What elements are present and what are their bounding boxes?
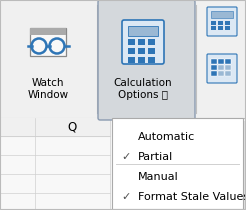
- Bar: [225, 26, 230, 29]
- Bar: [218, 21, 223, 25]
- Bar: [218, 65, 224, 70]
- Bar: [211, 11, 233, 18]
- FancyBboxPatch shape: [207, 54, 237, 83]
- Text: ✓: ✓: [121, 152, 131, 162]
- Bar: [0, 118, 110, 136]
- Bar: [211, 65, 217, 70]
- FancyBboxPatch shape: [98, 0, 195, 120]
- Bar: [0, 118, 246, 210]
- Bar: [225, 59, 231, 64]
- Bar: [128, 48, 135, 54]
- FancyBboxPatch shape: [207, 7, 237, 36]
- Bar: [128, 57, 135, 63]
- FancyBboxPatch shape: [122, 20, 164, 64]
- Bar: [225, 59, 231, 64]
- Bar: [148, 48, 155, 54]
- Bar: [225, 21, 230, 25]
- Bar: [211, 21, 216, 25]
- Bar: [218, 59, 224, 64]
- Text: ✓: ✓: [121, 192, 131, 202]
- Text: Calculation
Options ⌵: Calculation Options ⌵: [114, 78, 172, 100]
- Bar: [225, 65, 231, 70]
- Text: Automatic: Automatic: [138, 132, 195, 142]
- Bar: [0, 0, 246, 118]
- Bar: [225, 71, 231, 76]
- Bar: [128, 39, 135, 45]
- Bar: [138, 57, 145, 63]
- Bar: [138, 39, 145, 45]
- Bar: [148, 39, 155, 45]
- Bar: [218, 71, 224, 76]
- Bar: [218, 26, 223, 29]
- Text: Manual: Manual: [138, 172, 179, 182]
- Text: Q: Q: [67, 121, 77, 134]
- Text: Format Stale Values: Format Stale Values: [138, 192, 246, 202]
- Bar: [211, 26, 216, 29]
- Bar: [30, 28, 66, 35]
- Bar: [128, 26, 158, 36]
- Bar: [148, 57, 155, 63]
- Bar: [112, 118, 243, 209]
- Text: Watch
Window: Watch Window: [28, 78, 69, 100]
- Bar: [211, 59, 217, 64]
- Bar: [30, 28, 66, 56]
- FancyBboxPatch shape: [1, 1, 94, 117]
- Bar: [211, 71, 217, 76]
- Bar: [211, 59, 217, 64]
- Bar: [218, 59, 224, 64]
- Text: Partial: Partial: [138, 152, 173, 162]
- Bar: [115, 121, 246, 210]
- Bar: [138, 48, 145, 54]
